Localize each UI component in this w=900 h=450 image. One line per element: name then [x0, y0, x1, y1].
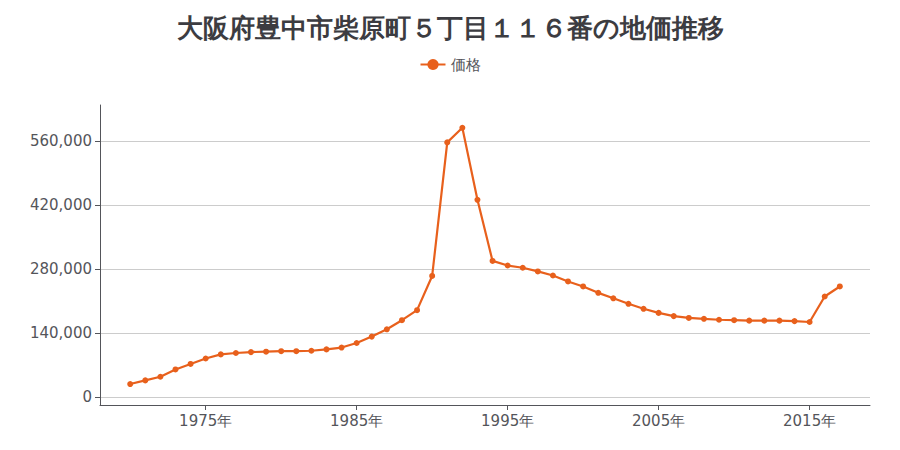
- svg-text:1995年: 1995年: [481, 412, 534, 430]
- svg-text:価格: 価格: [451, 56, 481, 74]
- svg-text:140,000: 140,000: [30, 324, 92, 342]
- svg-text:2005年: 2005年: [632, 412, 685, 430]
- svg-text:2015年: 2015年: [783, 412, 836, 430]
- svg-text:1975年: 1975年: [179, 412, 232, 430]
- svg-text:1985年: 1985年: [330, 412, 383, 430]
- svg-text:大阪府豊中市柴原町５丁目１１６番の地価推移: 大阪府豊中市柴原町５丁目１１６番の地価推移: [177, 13, 724, 43]
- svg-text:560,000: 560,000: [30, 132, 92, 150]
- svg-text:420,000: 420,000: [30, 196, 92, 214]
- svg-text:0: 0: [82, 388, 92, 406]
- svg-text:280,000: 280,000: [30, 260, 92, 278]
